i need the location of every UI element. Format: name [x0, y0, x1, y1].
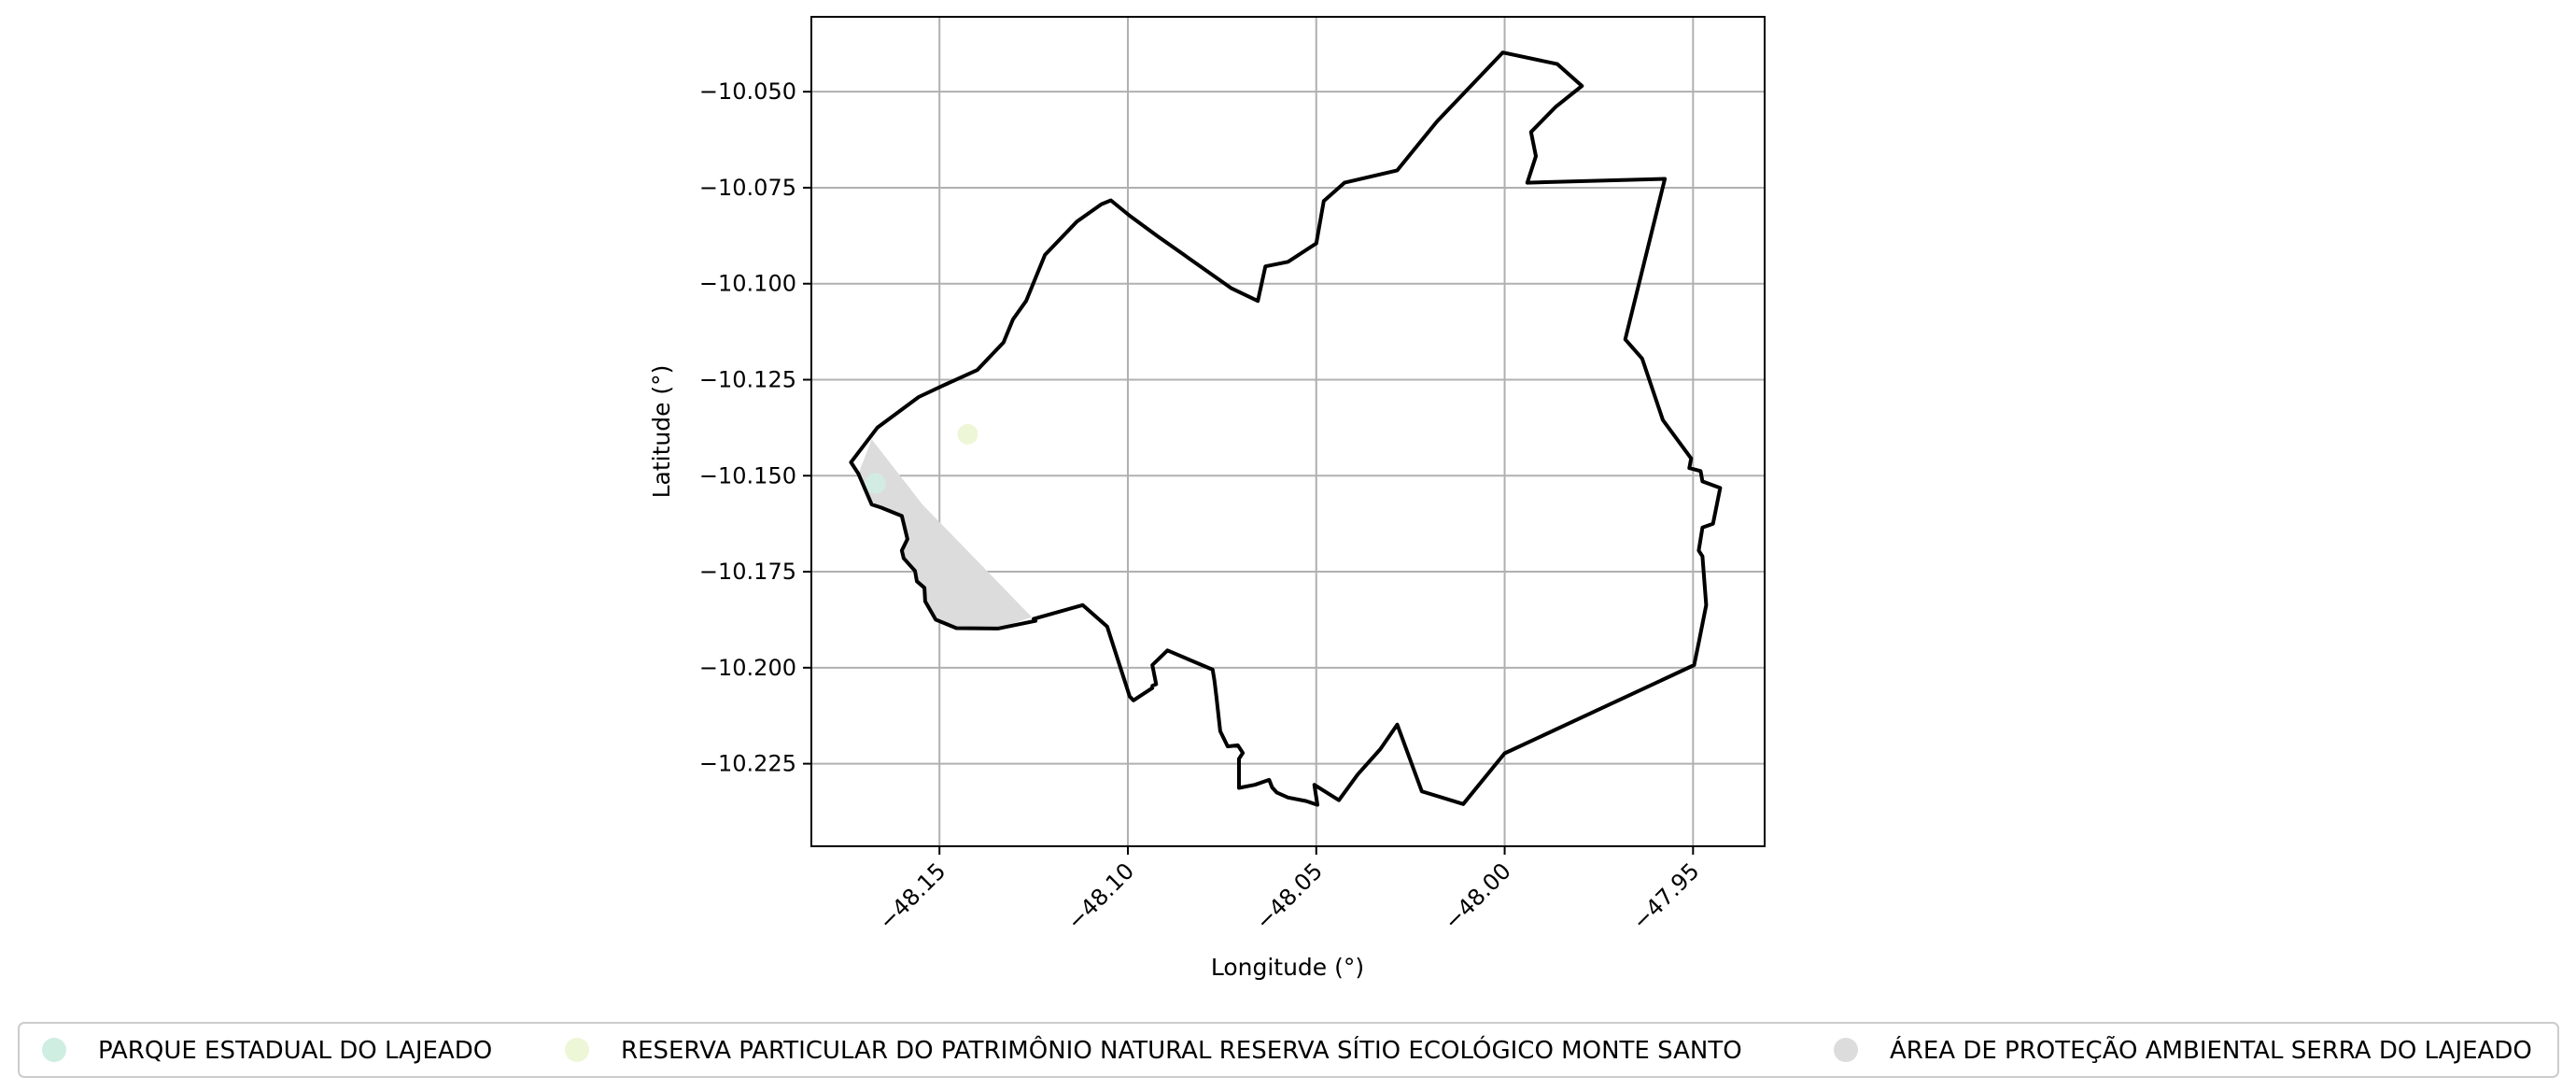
y-tick-label: −10.200 — [699, 655, 796, 681]
legend-marker — [42, 1038, 66, 1062]
x-tick-label: −48.15 — [874, 857, 951, 935]
legend-label: ÁREA DE PROTEÇÃO AMBIENTAL SERRA DO LAJE… — [1890, 1035, 2532, 1065]
x-axis-ticks: −48.15 −48.10 −48.05 −48.00 −47.95 — [874, 846, 1705, 935]
y-tick-label: −10.100 — [699, 271, 796, 297]
y-tick-label: −10.150 — [699, 462, 796, 489]
plot-frame — [810, 16, 1766, 847]
legend-marker — [1834, 1038, 1858, 1062]
legend-entries: PARQUE ESTADUAL DO LAJEADO RESERVA PARTIC… — [42, 1035, 2532, 1065]
legend: PARQUE ESTADUAL DO LAJEADO RESERVA PARTIC… — [18, 1022, 2559, 1078]
y-tick-label: −10.225 — [699, 751, 796, 777]
protected-point-marker — [865, 473, 886, 494]
x-axis-label: Longitude (°) — [1211, 954, 1364, 981]
area-polygon — [858, 439, 1033, 629]
y-tick-label: −10.075 — [699, 175, 796, 201]
legend-marker — [565, 1038, 589, 1062]
protected-point-marker — [957, 423, 978, 445]
x-tick-label: −47.95 — [1627, 857, 1705, 935]
protected-points — [865, 423, 978, 494]
protected-areas — [858, 439, 1033, 629]
legend-frame — [18, 1022, 2559, 1078]
x-tick-label: −48.00 — [1439, 857, 1516, 935]
legend-label: RESERVA PARTICULAR DO PATRIMÔNIO NATURAL… — [621, 1035, 1742, 1065]
municipality-boundary — [849, 50, 1723, 807]
legend-item: RESERVA PARTICULAR DO PATRIMÔNIO NATURAL… — [565, 1035, 1742, 1065]
y-tick-label: −10.050 — [699, 78, 796, 105]
y-tick-label: −10.175 — [699, 559, 796, 585]
legend-item: ÁREA DE PROTEÇÃO AMBIENTAL SERRA DO LAJE… — [1834, 1035, 2532, 1065]
legend-label: PARQUE ESTADUAL DO LAJEADO — [98, 1037, 492, 1065]
boundary-line — [849, 50, 1723, 807]
y-axis-label: Latitude (°) — [648, 365, 675, 499]
x-tick-label: −48.05 — [1250, 857, 1328, 935]
y-tick-label: −10.125 — [699, 367, 796, 393]
y-axis-ticks: −10.050 −10.075 −10.100 −10.125 −10.150 −10.1… — [699, 78, 811, 777]
x-tick-label: −48.10 — [1063, 857, 1140, 935]
legend-item: PARQUE ESTADUAL DO LAJEADO — [42, 1037, 492, 1065]
grid-lines — [811, 17, 1765, 846]
